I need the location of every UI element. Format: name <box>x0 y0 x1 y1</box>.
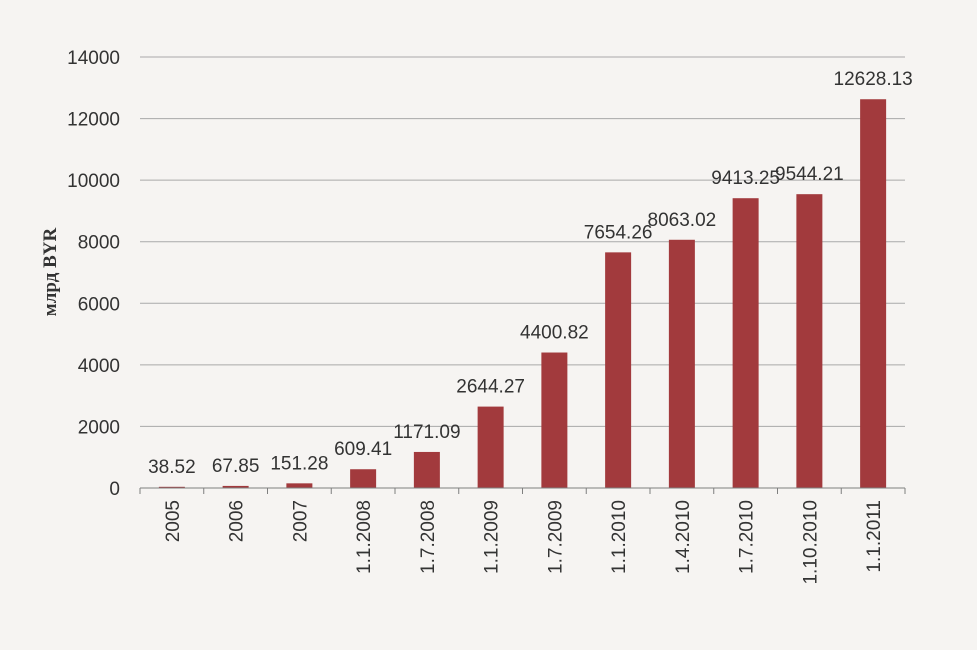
data-label: 1171.09 <box>393 422 460 443</box>
data-label: 8063.02 <box>648 210 717 231</box>
bar <box>796 194 823 488</box>
x-tick-label: 1.1.2009 <box>482 500 503 574</box>
y-tick-label: 8000 <box>78 233 120 254</box>
data-label: 67.85 <box>212 456 260 477</box>
data-label: 151.28 <box>270 453 328 474</box>
bar <box>732 198 759 489</box>
bar <box>668 239 695 488</box>
x-tick-label: 2005 <box>163 500 184 542</box>
y-tick-label: 6000 <box>78 294 120 315</box>
bar <box>158 486 185 488</box>
x-tick-label: 1.10.2010 <box>800 500 821 585</box>
data-label: 609.41 <box>334 439 392 460</box>
bar <box>222 485 249 488</box>
bars <box>158 99 887 489</box>
data-label: 38.52 <box>148 457 196 478</box>
data-label: 9413.25 <box>711 168 780 189</box>
bar <box>541 352 568 488</box>
y-tick-label: 10000 <box>67 171 120 192</box>
y-tick-label: 12000 <box>67 110 120 131</box>
data-label: 2644.27 <box>456 377 525 398</box>
x-tick-label: 1.7.2009 <box>545 500 566 574</box>
bar <box>413 451 440 488</box>
x-axis-ticks: 2005 2006 2007 1.1.2008 1.7.2008 1.1.2009 1.7.… <box>139 488 906 585</box>
bar <box>350 469 377 488</box>
gridlines <box>140 56 905 427</box>
x-tick-label: 1.1.2010 <box>609 500 630 574</box>
bar <box>477 406 504 488</box>
data-label: 4400.82 <box>520 323 589 344</box>
y-axis-ticks: 0 2000 4000 6000 8000 10000 12000 14000 <box>67 48 120 500</box>
data-label: 12628.13 <box>834 69 913 90</box>
bar <box>286 483 313 488</box>
y-tick-label: 0 <box>109 479 120 500</box>
data-label: 7654.26 <box>584 222 653 243</box>
y-tick-label: 2000 <box>78 417 120 438</box>
x-tick-label: 1.1.2011 <box>864 500 885 573</box>
x-tick-label: 1.4.2010 <box>673 500 694 574</box>
y-tick-label: 4000 <box>78 356 120 377</box>
x-tick-label: 1.7.2008 <box>418 500 439 574</box>
y-tick-label: 14000 <box>67 48 120 69</box>
x-tick-label: 1.1.2008 <box>354 500 375 574</box>
x-tick-label: 2007 <box>290 500 311 542</box>
bar <box>860 99 887 488</box>
y-axis-label: млрд BYR <box>40 228 61 317</box>
data-label: 9544.21 <box>775 164 844 185</box>
x-tick-label: 2006 <box>227 500 248 542</box>
bar <box>605 252 632 488</box>
x-tick-label: 1.7.2010 <box>737 500 758 574</box>
